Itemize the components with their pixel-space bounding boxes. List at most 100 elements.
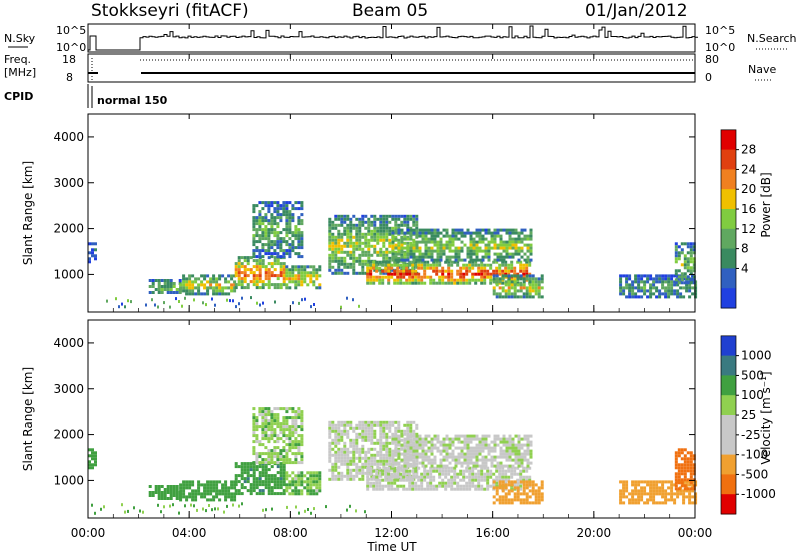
power-cell xyxy=(475,255,479,259)
power-cell xyxy=(376,241,380,245)
velocity-cell xyxy=(300,458,304,462)
power-cell xyxy=(264,204,268,208)
power-cell xyxy=(270,271,274,275)
velocity-cell xyxy=(411,475,415,479)
power-cell xyxy=(234,274,238,278)
velocity-cell xyxy=(688,498,692,502)
power-cell xyxy=(444,260,448,264)
power-cell xyxy=(466,255,470,259)
velocity-cell xyxy=(683,478,687,482)
velocity-cell xyxy=(691,489,695,493)
velocity-cell xyxy=(246,489,250,493)
velocity-cell xyxy=(258,407,262,411)
power-cell xyxy=(412,258,416,262)
power-cell xyxy=(448,243,452,247)
velocity-cell xyxy=(388,441,392,445)
velocity-cell xyxy=(522,486,526,490)
power-cell xyxy=(273,240,277,244)
velocity-cell xyxy=(514,446,518,450)
velocity-cell xyxy=(370,459,374,463)
velocity-cell xyxy=(469,449,473,453)
power-cell xyxy=(270,222,274,226)
power-cell xyxy=(424,234,428,238)
velocity-cell xyxy=(234,462,238,466)
velocity-cell xyxy=(453,478,457,482)
velocity-cell xyxy=(427,461,431,465)
velocity-cell xyxy=(417,466,421,470)
power-cell xyxy=(673,274,677,278)
power-cell xyxy=(258,201,262,205)
velocity-cell xyxy=(255,428,259,432)
power-cell xyxy=(399,263,403,267)
power-cell xyxy=(331,223,335,227)
velocity-cell xyxy=(340,477,344,481)
velocity-cell xyxy=(358,423,362,427)
power-cell xyxy=(328,238,332,242)
power-cell xyxy=(415,246,419,250)
velocity-cell xyxy=(252,477,256,481)
velocity-cell xyxy=(157,494,161,497)
power-cell xyxy=(513,280,517,284)
velocity-cell xyxy=(373,435,377,439)
velocity-cell xyxy=(496,461,500,465)
velocity-cell xyxy=(227,486,231,490)
power-cell xyxy=(318,274,322,278)
power-cell xyxy=(337,271,341,275)
velocity-cell xyxy=(619,480,623,484)
velocity-cell xyxy=(489,472,493,476)
power-cell xyxy=(364,241,368,245)
power-cell xyxy=(456,263,460,267)
velocity-cell xyxy=(364,420,368,424)
power-cell xyxy=(364,271,368,275)
power-cell xyxy=(352,268,356,272)
velocity-cell xyxy=(382,462,386,466)
velocity-cell xyxy=(472,452,476,456)
velocity-cell xyxy=(421,449,425,453)
nsearch-label: N.Search xyxy=(747,32,797,45)
velocity-cell xyxy=(481,449,485,453)
power-cell xyxy=(224,277,228,281)
velocity-cell xyxy=(169,494,173,497)
power-cell xyxy=(486,275,490,279)
power-cell xyxy=(493,234,497,238)
power-cell xyxy=(349,220,353,224)
velocity-cell xyxy=(661,501,665,505)
power-cell xyxy=(483,272,487,276)
velocity-cell xyxy=(471,478,475,482)
power-cell xyxy=(249,256,253,260)
power-cell xyxy=(504,274,508,278)
velocity-cell xyxy=(677,475,681,479)
velocity-cell xyxy=(218,489,222,493)
velocity-cell xyxy=(692,469,696,473)
velocity-cell xyxy=(658,492,662,496)
power-cell xyxy=(415,258,419,262)
velocity-cell xyxy=(511,464,515,468)
power-cell xyxy=(291,246,295,250)
power-cell xyxy=(414,281,418,285)
power-cell xyxy=(495,280,499,284)
power-cell xyxy=(689,257,693,261)
power-cell xyxy=(294,265,298,269)
velocity-cell xyxy=(423,472,427,476)
power-cell xyxy=(364,235,368,239)
power-cell xyxy=(403,231,407,235)
velocity-cell xyxy=(677,487,681,491)
power-cell xyxy=(679,286,683,290)
velocity-cell xyxy=(519,492,523,496)
power-cell xyxy=(294,201,298,205)
power-cell xyxy=(261,243,265,247)
power-cell xyxy=(340,232,344,236)
power-cell xyxy=(282,213,286,217)
power-cell xyxy=(415,234,419,238)
velocity-cell xyxy=(182,480,186,484)
velocity-cell xyxy=(670,495,674,499)
power-cell xyxy=(394,250,398,254)
velocity-cell xyxy=(209,486,213,490)
velocity-cell xyxy=(285,425,289,429)
power-cell xyxy=(355,271,359,275)
power-cell xyxy=(297,201,301,205)
velocity-cell xyxy=(510,466,514,470)
velocity-cell xyxy=(273,413,277,417)
power-cell xyxy=(352,253,356,257)
